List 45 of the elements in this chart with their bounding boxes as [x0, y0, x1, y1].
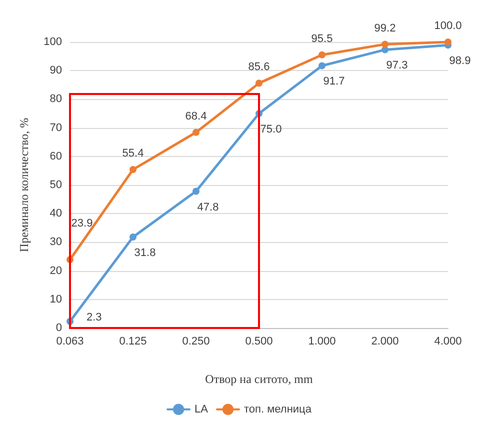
x-tick-label: 4.000 — [434, 336, 462, 348]
point — [382, 40, 388, 48]
data-label: 97.3 — [386, 60, 408, 72]
legend-label: LA — [194, 403, 209, 416]
point — [192, 188, 200, 195]
data-label: 95.5 — [311, 32, 333, 45]
data-label: 98.9 — [449, 55, 471, 68]
y-tick-label: 60 — [50, 150, 62, 162]
y-tick-label: 90 — [50, 64, 62, 77]
point — [318, 62, 326, 70]
x-tick-label: 0.250 — [182, 336, 210, 348]
x-tick-label: 0.500 — [245, 336, 273, 348]
point — [444, 38, 452, 46]
y-tick-label: 10 — [50, 293, 62, 306]
y-tick-label: 30 — [50, 236, 62, 248]
data-label: 23.9 — [71, 218, 93, 230]
x-tick-label: 2.000 — [371, 336, 399, 348]
data-label: 2.3 — [86, 311, 102, 324]
data-label: 31.8 — [134, 247, 156, 260]
y-tick-label: 50 — [50, 179, 62, 191]
data-label: 91.7 — [323, 76, 345, 88]
data-label: 68.4 — [185, 110, 207, 122]
point — [130, 234, 136, 241]
data-label: 100.0 — [434, 20, 462, 32]
data-label: 55.4 — [122, 148, 144, 160]
y-axis-title: Преминало количество, % — [17, 118, 31, 252]
legend-label: топ. мелница — [244, 403, 312, 416]
point — [130, 166, 136, 174]
point — [192, 128, 200, 136]
y-tick-label: 70 — [50, 122, 62, 134]
y-tick-label: 80 — [50, 93, 62, 106]
x-tick-label: 1.000 — [308, 336, 336, 348]
point — [318, 51, 326, 58]
data-label: 75.0 — [260, 124, 282, 136]
x-axis-title: Отвор на ситото, mm — [205, 372, 314, 386]
y-tick-label: 40 — [50, 208, 62, 220]
y-tick-label: 100 — [44, 36, 62, 48]
y-tick-label: 0 — [56, 322, 62, 334]
x-tick-label: 0.063 — [56, 336, 84, 348]
data-label: 85.6 — [248, 61, 270, 74]
point — [256, 80, 262, 87]
data-label: 99.2 — [374, 22, 396, 34]
y-tick-label: 20 — [50, 264, 62, 277]
data-label: 47.8 — [197, 201, 219, 214]
x-tick-label: 0.125 — [119, 336, 147, 348]
